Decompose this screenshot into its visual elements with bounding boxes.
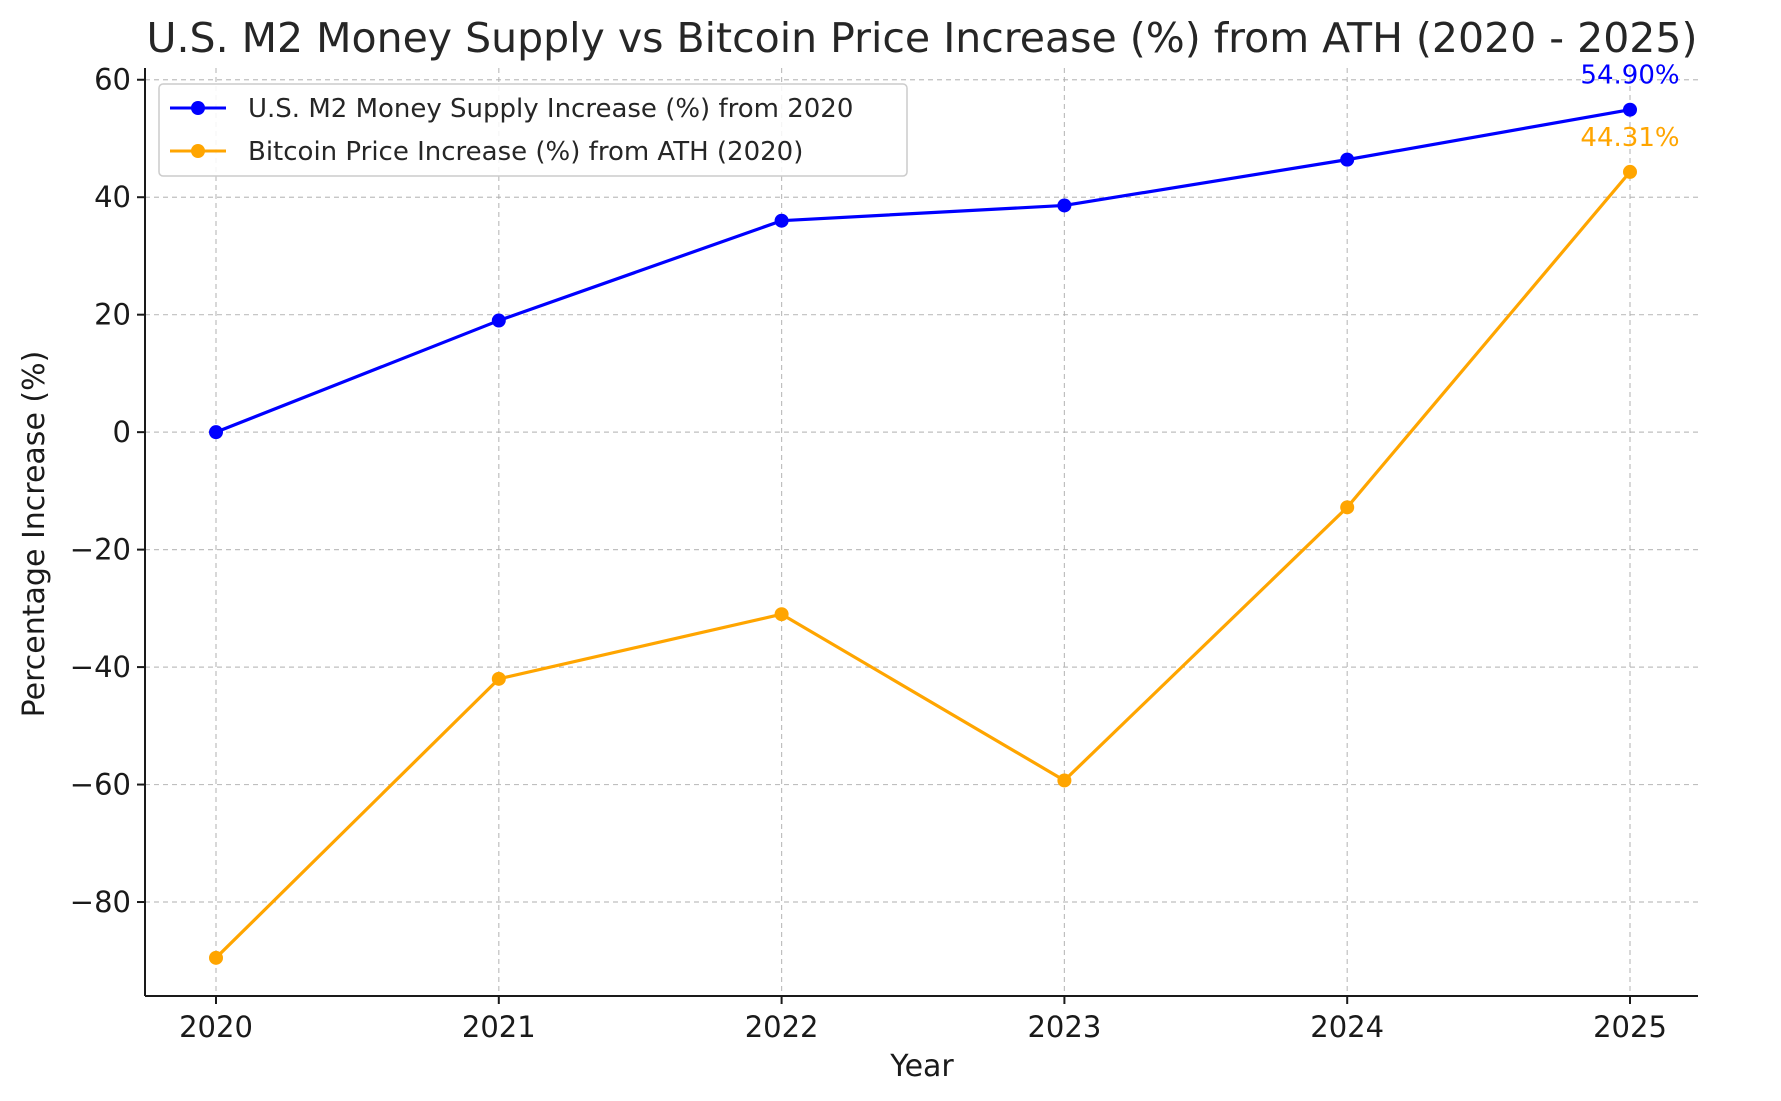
chart-title: U.S. M2 Money Supply vs Bitcoin Price In… bbox=[147, 14, 1698, 62]
legend-marker-m2 bbox=[191, 101, 205, 115]
x-tick-label: 2020 bbox=[179, 1010, 253, 1044]
y-tick-label: −60 bbox=[70, 768, 131, 802]
legend-marker-bitcoin bbox=[191, 144, 205, 158]
data-point bbox=[209, 950, 223, 965]
y-tick-label: 0 bbox=[113, 415, 131, 449]
end-value-label: 44.31% bbox=[1580, 123, 1679, 153]
y-axis-label: Percentage Increase (%) bbox=[17, 351, 52, 718]
legend-box bbox=[158, 83, 908, 177]
series-line bbox=[214, 170, 1632, 959]
data-point bbox=[1623, 164, 1637, 179]
x-tick-label: 2022 bbox=[745, 1010, 819, 1044]
data-point bbox=[774, 213, 789, 228]
legend-label-m2: U.S. M2 Money Supply Increase (%) from 2… bbox=[248, 94, 853, 124]
y-tick-label: −40 bbox=[70, 650, 131, 684]
data-point bbox=[774, 607, 789, 622]
series-1 bbox=[209, 164, 1637, 965]
y-tick-label: 60 bbox=[94, 63, 131, 97]
data-point bbox=[491, 313, 506, 328]
x-tick-label: 2024 bbox=[1310, 1010, 1384, 1044]
legend: U.S. M2 Money Supply Increase (%) from 2… bbox=[158, 83, 908, 177]
data-point bbox=[209, 425, 223, 440]
legend-label-bitcoin: Bitcoin Price Increase (%) from ATH (202… bbox=[248, 137, 803, 167]
series-line bbox=[215, 108, 1631, 434]
y-tick-label: −80 bbox=[70, 885, 131, 919]
y-tick-label: 40 bbox=[94, 180, 131, 214]
end-value-label: 54.90% bbox=[1580, 61, 1679, 91]
x-tick-label: 2023 bbox=[1027, 1010, 1101, 1044]
tick-labels: 60 40 20 0 −20 −40 −60 −80 2020 2021 2022 2023 2024 2… bbox=[70, 63, 1667, 1044]
series bbox=[209, 102, 1637, 965]
grid-lines bbox=[145, 68, 1698, 996]
annotations: 54.90% 44.31% bbox=[1580, 61, 1679, 153]
data-point bbox=[1340, 152, 1355, 167]
axes bbox=[144, 68, 1698, 997]
data-point bbox=[1057, 198, 1072, 213]
x-axis-label: Year bbox=[889, 1049, 954, 1084]
series-0 bbox=[209, 102, 1637, 440]
y-tick-label: 20 bbox=[94, 298, 131, 332]
x-tick-label: 2025 bbox=[1593, 1010, 1667, 1044]
data-point bbox=[1340, 500, 1355, 515]
data-point bbox=[1057, 773, 1072, 788]
data-point bbox=[1623, 102, 1637, 117]
y-tick-label: −20 bbox=[70, 533, 131, 567]
data-point bbox=[491, 671, 506, 686]
x-tick-label: 2021 bbox=[462, 1010, 536, 1044]
